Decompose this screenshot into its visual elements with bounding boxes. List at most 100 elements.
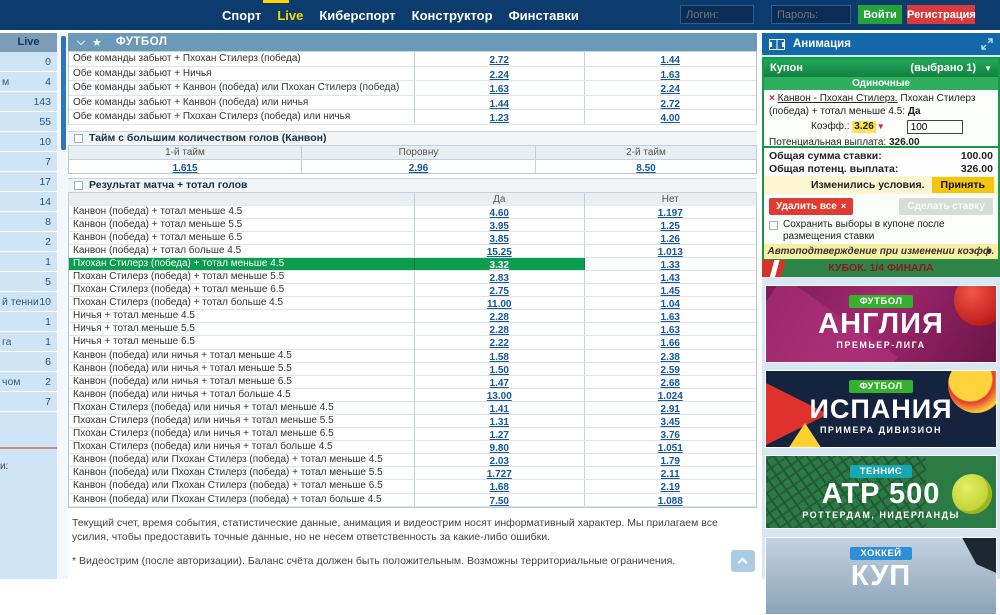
bet-slip-header[interactable]: Купон (выбрано 1) ▼: [764, 59, 998, 77]
odds-cell-no[interactable]: 1.04: [585, 297, 757, 311]
sidebar-sport-item[interactable]: 8: [0, 212, 57, 232]
odds-cell-yes[interactable]: 1.27: [415, 428, 585, 442]
odds-cell-no[interactable]: 2.91: [585, 402, 757, 415]
odd-value[interactable]: 2.96: [408, 162, 429, 174]
odds-cell-no[interactable]: 2.72: [585, 96, 757, 110]
odds-cell-no[interactable]: 1.45: [585, 284, 757, 297]
section-checkbox[interactable]: [74, 133, 83, 143]
odds-cell-no[interactable]: 2.38: [585, 350, 757, 363]
odds-cell-no[interactable]: 1.024: [585, 389, 757, 402]
odd-value[interactable]: 2.38: [660, 351, 680, 363]
sidebar-sport-item[interactable]: 7: [0, 152, 57, 172]
sidebar-sport-item[interactable]: 1: [0, 252, 57, 272]
cup-final-banner[interactable]: КУБОК. 1/4 ФИНАЛА: [762, 260, 1000, 277]
odds-cell-yes[interactable]: 1.47: [415, 375, 585, 389]
odd-value[interactable]: 2.28: [489, 325, 509, 337]
odd-value[interactable]: 1.33: [660, 259, 680, 271]
animation-header[interactable]: Анимация: [762, 33, 1000, 55]
odd-value[interactable]: 4.60: [489, 207, 509, 219]
odd-value[interactable]: 1.024: [657, 390, 683, 402]
sidebar-sport-item[interactable]: 17: [0, 172, 57, 192]
odd-value[interactable]: 2.22: [489, 338, 509, 350]
chevron-down-icon[interactable]: [76, 36, 86, 46]
odds-cell-yes[interactable]: 1.31: [415, 415, 585, 428]
password-input[interactable]: [771, 5, 851, 24]
odd-value[interactable]: 11.00: [487, 299, 512, 311]
odd-value[interactable]: 1.47: [489, 377, 509, 389]
odds-cell-no[interactable]: 1.013: [585, 245, 757, 258]
sidebar-sport-item[interactable]: 2: [0, 232, 57, 252]
odds-cell-yes[interactable]: 7.50: [415, 493, 585, 507]
odds-cell-no[interactable]: 1.088: [585, 494, 757, 507]
sidebar-sport-item[interactable]: м 4: [0, 72, 57, 92]
login-input[interactable]: [680, 5, 754, 24]
odds-cell-yes[interactable]: 9.80: [415, 441, 585, 455]
odds-cell[interactable]: 1.615: [69, 159, 302, 174]
odd-value[interactable]: 1.04: [660, 299, 680, 311]
sidebar-sport-item[interactable]: й теннис 10: [0, 292, 57, 312]
odd-value[interactable]: 2.68: [660, 377, 680, 389]
odd-value[interactable]: 2.19: [660, 482, 680, 494]
odd-value[interactable]: 1.63: [660, 312, 680, 324]
odd-value[interactable]: 1.44: [660, 55, 680, 66]
odd-value[interactable]: 3.95: [489, 220, 509, 232]
odd-value[interactable]: 2.91: [660, 403, 680, 415]
sidebar-live-tab[interactable]: Live: [0, 33, 57, 52]
odds-cell-yes[interactable]: 3.85: [415, 231, 585, 245]
odds-cell-yes[interactable]: 1.41: [415, 401, 585, 415]
odds-cell-yes[interactable]: 13.00: [415, 388, 585, 402]
odd-value[interactable]: 2.24: [489, 69, 509, 81]
odds-cell-no[interactable]: 1.051: [585, 441, 757, 455]
delete-all-button[interactable]: Удалить все ×: [769, 198, 854, 215]
odd-value[interactable]: 2.11: [660, 469, 680, 481]
odds-cell-yes[interactable]: 2.03: [415, 454, 585, 468]
odd-value[interactable]: 1.50: [489, 364, 509, 376]
odd-value[interactable]: 1.088: [657, 495, 683, 507]
sidebar-sport-item[interactable]: 14: [0, 192, 57, 212]
odds-cell-yes[interactable]: 2.28: [415, 310, 585, 323]
odds-cell-yes[interactable]: 3.32: [415, 257, 585, 271]
sport-section-header[interactable]: ★ ФУТБОЛ: [68, 33, 757, 51]
odds-cell-no[interactable]: 3.76: [585, 428, 757, 442]
register-button[interactable]: Регистрация: [907, 5, 976, 24]
nav-menu-item[interactable]: Киберспорт: [319, 7, 396, 23]
odds-cell-no[interactable]: 1.44: [585, 52, 757, 66]
odd-value[interactable]: 3.45: [660, 417, 680, 428]
banner-hockey[interactable]: ХОККЕЙ КУП: [765, 537, 997, 615]
odds-cell-yes[interactable]: 2.24: [415, 66, 585, 81]
odds-cell-no[interactable]: 1.63: [585, 323, 757, 336]
bet-mode-bar[interactable]: Одиночные: [764, 77, 998, 90]
odd-value[interactable]: 1.43: [660, 272, 680, 284]
odds-cell-yes[interactable]: 1.63: [415, 81, 585, 95]
odd-value[interactable]: 2.03: [489, 456, 509, 468]
sidebar-sport-item[interactable]: 0: [0, 52, 57, 72]
odd-value[interactable]: 1.013: [657, 246, 683, 258]
odds-cell-no[interactable]: 2.19: [585, 480, 757, 494]
odds-cell-yes[interactable]: 1.50: [415, 362, 585, 376]
odd-value[interactable]: 1.27: [489, 430, 509, 442]
autoconfirm-bar[interactable]: Автоподтверждение при изменении коэфф. ▼: [764, 244, 998, 259]
odds-cell-yes[interactable]: 2.75: [415, 284, 585, 297]
odd-value[interactable]: 9.80: [489, 443, 509, 455]
odd-value[interactable]: 1.41: [489, 403, 509, 415]
odds-cell-no[interactable]: 1.63: [585, 310, 757, 324]
odd-value[interactable]: 1.051: [657, 443, 683, 455]
odds-cell[interactable]: 8.50: [536, 160, 756, 174]
odds-cell-yes[interactable]: 15.25: [415, 244, 585, 258]
sidebar-sport-item[interactable]: 6: [0, 352, 57, 372]
odd-value[interactable]: 2.72: [660, 98, 680, 110]
odds-cell-yes[interactable]: 2.72: [415, 52, 585, 66]
odd-value[interactable]: 1.63: [489, 84, 509, 95]
expand-icon[interactable]: [981, 38, 993, 50]
banner-spain[interactable]: ФУТБОЛ ИСПАНИЯ ПРИМЕРА ДИВИЗИОН: [765, 370, 997, 448]
odds-cell[interactable]: 2.96: [302, 159, 536, 174]
odds-cell-yes[interactable]: 2.22: [415, 336, 585, 350]
odds-cell-yes[interactable]: 1.727: [415, 467, 585, 480]
accept-button[interactable]: Принять: [931, 177, 994, 193]
odd-value[interactable]: 2.72: [489, 55, 509, 66]
odd-value[interactable]: 3.76: [660, 430, 680, 442]
odds-cell-no[interactable]: 2.11: [585, 467, 757, 481]
odds-cell-yes[interactable]: 1.23: [415, 110, 585, 124]
nav-menu-item[interactable]: Live: [277, 7, 304, 23]
odd-value[interactable]: 1.25: [660, 220, 680, 232]
